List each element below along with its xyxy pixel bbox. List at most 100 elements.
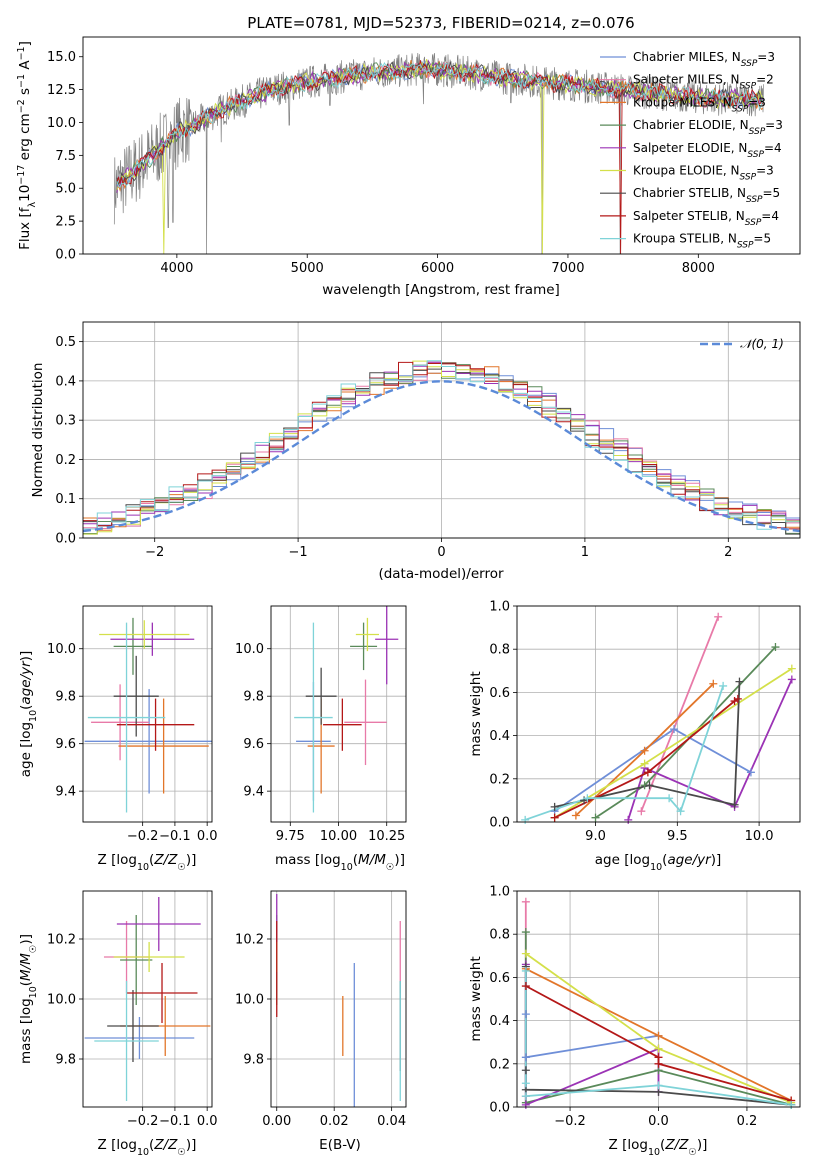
mass-weight-marker-7-0 [550,813,559,822]
mass-weight-marker-7-1 [643,768,652,777]
label-part: mass [log [275,852,341,868]
mass-z-x-axis-label: Z [log10(Z/Z☉)] [98,1137,197,1158]
mass-z-y-axis-label: mass [log10(M/M☉)] [18,934,39,1064]
y-tick-label: 10.0 [47,993,76,1008]
label-part: 10 [28,710,39,722]
model-spectrum-line-3 [116,61,764,191]
x-tick-label: −0.2 [127,1114,159,1129]
legend-text: Kroupa MILES, N [633,95,732,109]
label-part: M/M [358,852,386,868]
y-tick-label: 2.5 [55,215,76,230]
x-tick-label: 1 [581,545,589,560]
legend-entry-3: Chabrier ELODIE, NSSP=3 [633,118,783,137]
label-part: )] [186,852,197,868]
x-tick-label: −0.1 [159,829,191,844]
label-part: )] [711,852,722,868]
plot-area [524,616,793,821]
x-tick-label: 10.25 [368,829,405,844]
x-tick-label: −1 [289,545,308,560]
label-part: )] [18,934,34,945]
label-part: ( [18,981,34,986]
y-tick-label: 0.8 [489,643,510,658]
x-tick-label: 9.75 [276,829,305,844]
mass-weight-marker-5-2 [787,664,796,673]
x-tick-label: 0.2 [737,1114,758,1129]
mass-weight-line-1 [640,616,720,812]
legend-text: =4 [764,141,782,155]
mass-weight-marker-8-1 [583,794,592,803]
axes-frame [516,605,801,823]
model-spectrum-line-5 [116,59,764,254]
y-tick-label: 15.0 [47,50,76,65]
weight_vs_age-y-axis-label: mass weight [468,671,484,756]
legend-entry-2: Kroupa MILES, NSSP=3 [633,95,766,114]
label-part: age/yr [667,852,712,868]
y-tick-label: 9.8 [243,690,264,705]
plot-area [83,360,800,535]
y-tick-label: 0.4 [489,729,510,744]
label-part: ] [17,41,33,46]
label-part: erg cm [17,113,33,164]
weight-vs-metallicity-panel: −0.2 0.0 0.2 0.0 0.2 0.4 0.6 0.8 1.0 mass weight Z… [468,885,801,1158]
age-mass-x-axis-label: mass [log10(M/M☉)] [275,852,405,873]
label-part: ( [149,1137,154,1153]
mass-weight-marker-1-1 [714,612,723,621]
y-tick-label: 0.0 [55,532,76,547]
plot-area [84,897,211,1101]
x-tick-label: 9.0 [585,829,606,844]
y-tick-label: 0.2 [55,453,76,468]
label-part: −2 [16,99,27,113]
mass-vs-extinction-panel: 0.00 0.02 0.04 9.8 10.0 10.2 E(B-V) [235,890,407,1153]
label-part: A [17,60,33,74]
y-tick-label: 0.6 [489,971,510,986]
y-tick-label: 10.0 [235,993,264,1008]
label-part: ☉ [28,945,39,954]
y-tick-label: 10.0 [47,642,76,657]
legend-text: =3 [748,95,766,109]
y-tick-label: 7.5 [55,149,76,164]
x-tick-label: 2 [724,545,732,560]
residual-histogram-8 [83,360,800,530]
y-tick-label: 0.5 [55,335,76,350]
mass-vs-metallicity-panel: −0.2 −0.1 0.09.810.010.2Z [log10(Z/Z☉)]mas… [18,890,218,1158]
normal-reference-curve [83,380,800,533]
x-tick-label: 10.0 [745,829,774,844]
mass-weight-marker-6-0 [550,802,559,811]
label-part: Z [log [609,1137,648,1153]
mass-weight-line-5 [554,667,793,819]
mass-weight-marker-4-0 [624,815,633,824]
mass-weight-marker-0-2 [746,768,755,777]
legend-text: =5 [753,232,771,246]
x-tick-label: 10.00 [320,829,357,844]
x-tick-label: 0.00 [262,1114,291,1129]
model-spectrum-line-8 [116,62,764,188]
mass-weight-marker-8-3 [654,1081,663,1090]
label-part: ( [18,705,34,710]
mass-weight-marker-6-1 [521,1066,530,1075]
legend-sub: SSP [747,150,764,160]
mass-weight-marker-1-0 [521,897,530,906]
legend-sub: SSP [740,82,757,92]
reference-legend-label: 𝒩(0, 1) [740,337,784,351]
legend-entry-0: Chabrier MILES, NSSP=3 [633,50,775,69]
label-part: 10 [17,185,33,202]
model-spectrum-line-7 [116,60,764,254]
label-part: age/yr [18,660,34,705]
label-part: ( [353,852,358,868]
x-tick-label: −0.2 [554,1114,586,1129]
label-part: −1 [16,74,27,88]
legend-text: Kroupa ELODIE, N [633,164,740,178]
y-tick-label: 9.4 [55,785,76,800]
mass-weight-line-6 [554,681,741,808]
residual-x-axis-label: (data-model)/error [378,566,504,582]
label-part: M/M [18,953,34,981]
mass-weight-line-7 [554,698,739,819]
mass-weight-marker-3-2 [771,643,780,652]
legend-text: Salpeter ELODIE, N [633,141,747,155]
mass-weight-marker-2-0 [571,811,580,820]
mass-weight-marker-7-0 [521,982,530,991]
y-tick-label: 1.0 [489,600,510,615]
legend-entry-8: Kroupa STELIB, NSSP=5 [633,232,771,251]
legend-text: Kroupa STELIB, N [633,232,737,246]
y-tick-label: 9.8 [55,690,76,705]
